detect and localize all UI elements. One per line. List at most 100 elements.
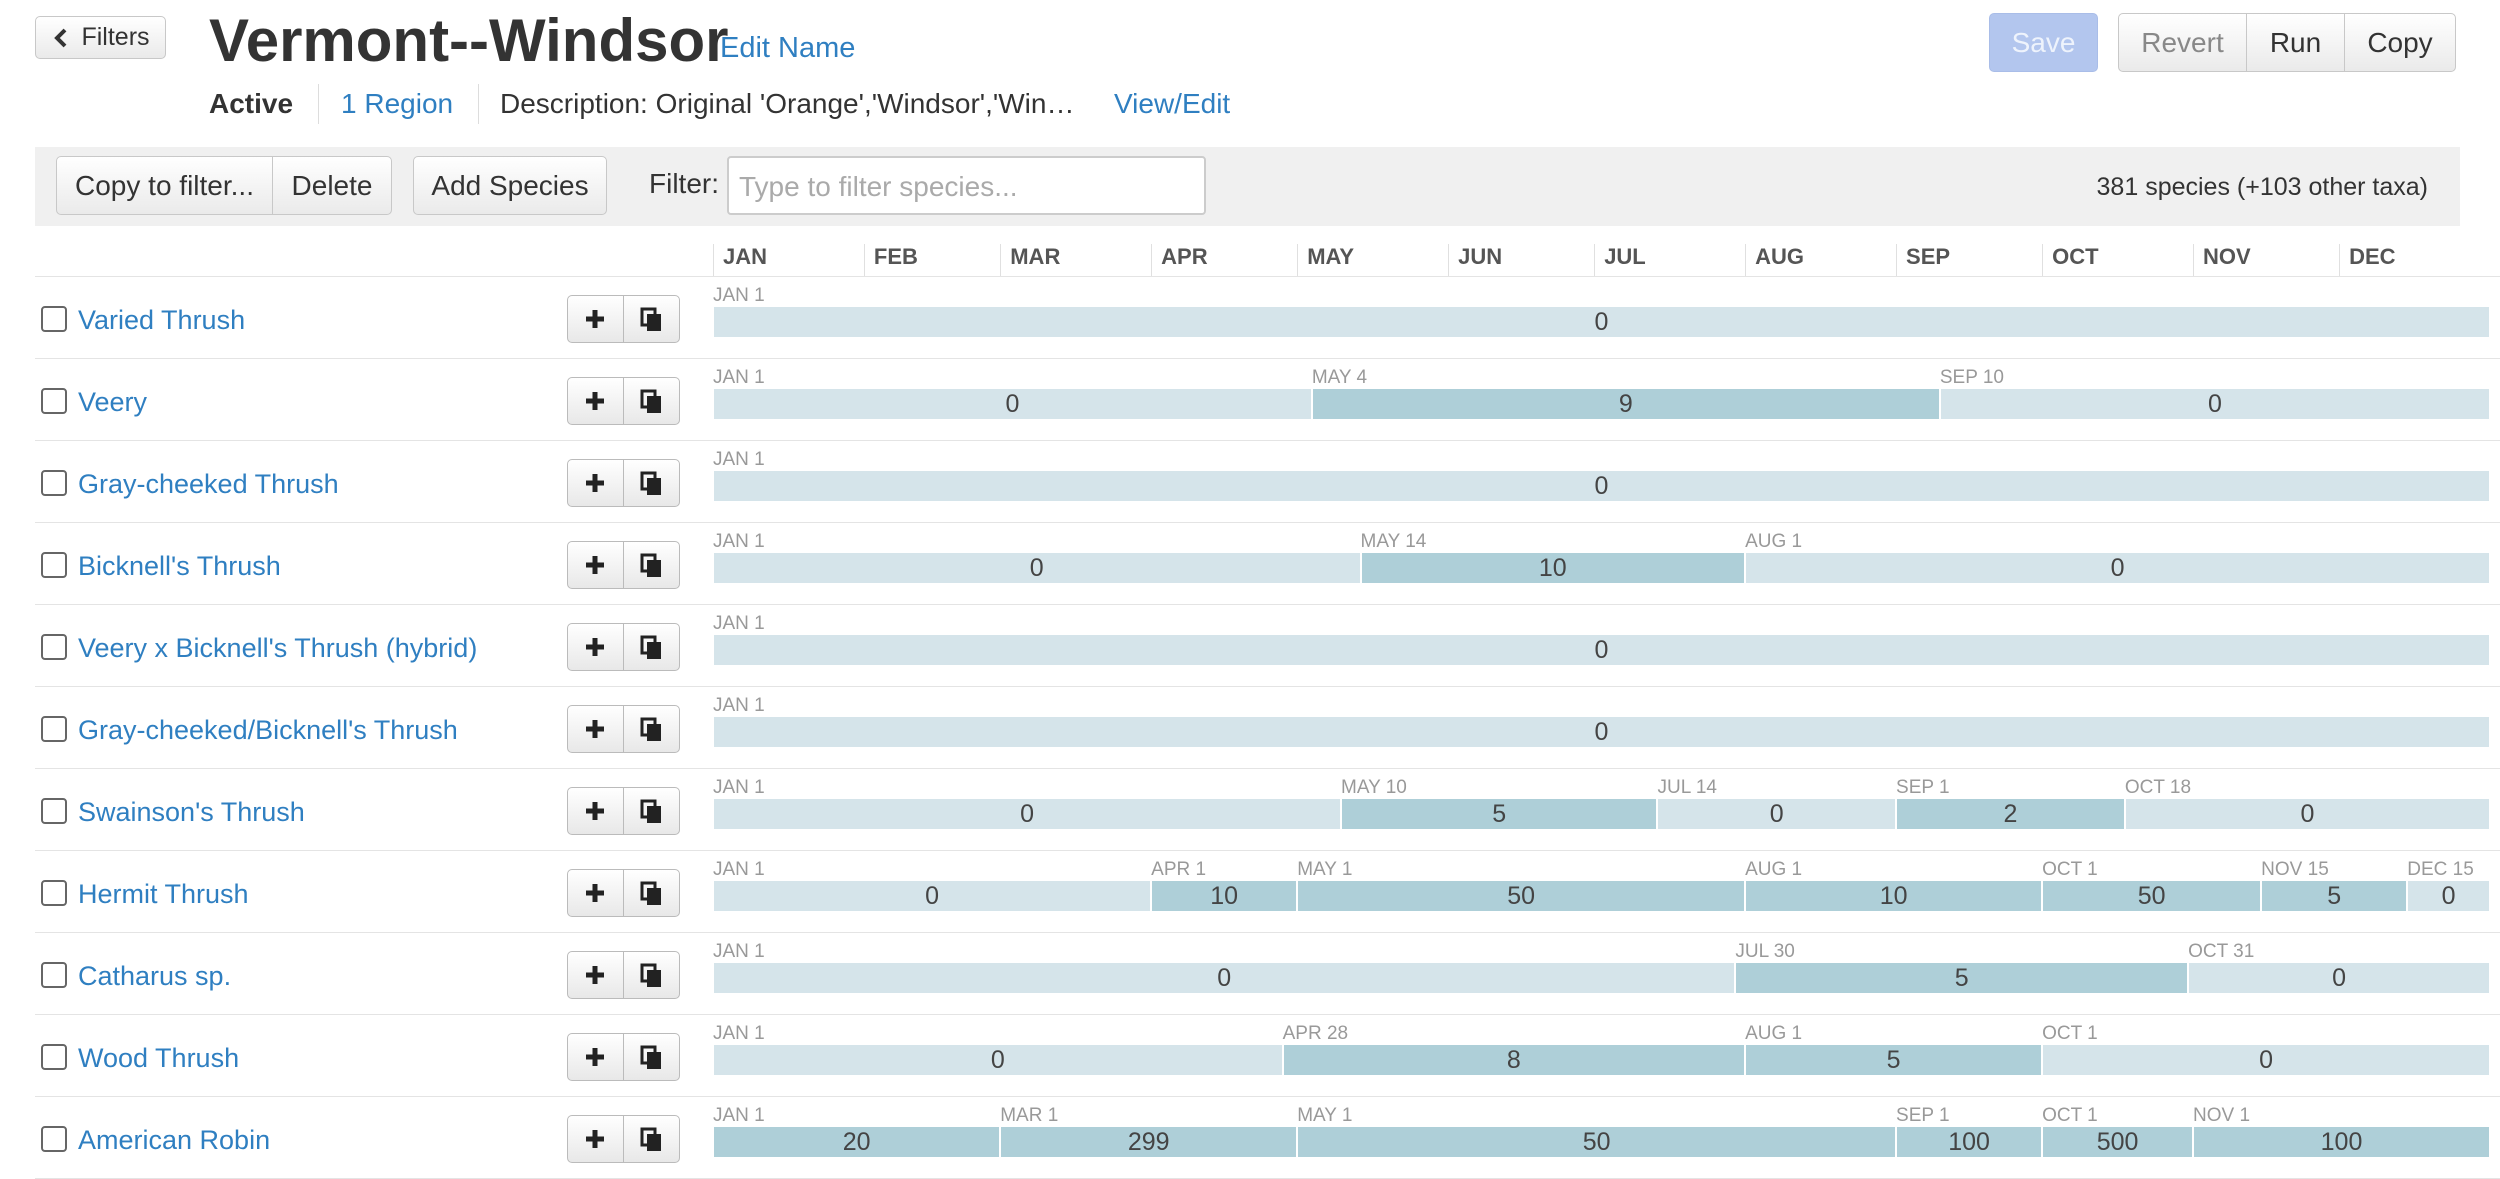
copy-button[interactable] xyxy=(623,623,680,671)
copy-icon xyxy=(640,553,661,577)
copy-button[interactable] xyxy=(623,951,680,999)
checkbox[interactable] xyxy=(41,634,67,660)
month-divider xyxy=(1000,244,1002,276)
period-start-date: SEP 1 xyxy=(1896,777,1950,798)
copy-button[interactable] xyxy=(623,787,680,835)
checkbox[interactable] xyxy=(41,552,67,578)
checkbox[interactable] xyxy=(41,1126,67,1152)
add-button[interactable] xyxy=(567,705,624,753)
add-button[interactable] xyxy=(567,377,624,425)
plus-icon xyxy=(586,720,604,738)
filter-input[interactable]: Type to filter species... xyxy=(727,156,1206,215)
filters-button[interactable]: Filters xyxy=(35,16,166,59)
header-rule xyxy=(35,276,2500,277)
species-name[interactable]: Catharus sp. xyxy=(78,961,232,991)
revert-button[interactable]: Revert xyxy=(2118,13,2247,72)
checkbox[interactable] xyxy=(41,716,67,742)
add-button[interactable] xyxy=(567,295,624,343)
add-button[interactable] xyxy=(567,787,624,835)
add-button[interactable] xyxy=(567,1033,624,1081)
species-name[interactable]: American Robin xyxy=(78,1125,271,1155)
checkbox[interactable] xyxy=(41,470,67,496)
copy-button[interactable] xyxy=(623,705,680,753)
period-start-date: JAN 1 xyxy=(713,859,765,880)
species-row: Swainson's Thrush xyxy=(35,769,2500,851)
copy-button[interactable]: Copy xyxy=(2344,13,2456,72)
period-start-date: MAR 1 xyxy=(1000,1105,1059,1126)
region-link[interactable]: 1 Region xyxy=(341,88,454,119)
period-start-date: OCT 1 xyxy=(2042,1105,2098,1126)
checkbox[interactable] xyxy=(41,880,67,906)
period-bar: 10 xyxy=(1361,553,1745,583)
period-start-date: MAY 4 xyxy=(1311,367,1368,388)
species-name[interactable]: Swainson's Thrush xyxy=(78,797,305,827)
period-bar: 0 xyxy=(714,635,2489,665)
period-count: 0 xyxy=(1594,635,1609,664)
copy-button[interactable] xyxy=(623,295,680,343)
species-name[interactable]: Hermit Thrush xyxy=(78,879,249,909)
copy-button[interactable] xyxy=(623,1115,680,1163)
period-bar: 0 xyxy=(714,799,1341,829)
species-name[interactable]: Gray-cheeked/Bicknell's Thrush xyxy=(78,715,458,745)
period-start-date: JAN 1 xyxy=(713,449,765,470)
period-start-date: JAN 1 xyxy=(713,1023,765,1044)
add-species-button[interactable]: Add Species xyxy=(413,156,607,215)
copy-button[interactable] xyxy=(623,459,680,507)
species-name[interactable]: Bicknell's Thrush xyxy=(78,551,281,581)
period-count: 0 xyxy=(2207,389,2222,418)
species-name[interactable]: Veery xyxy=(78,387,148,417)
copy-button[interactable] xyxy=(623,869,680,917)
species-name[interactable]: Veery x Bicknell's Thrush (hybrid) xyxy=(78,633,478,663)
copy-icon xyxy=(640,1045,661,1069)
copy-to-filter-button[interactable]: Copy to filter... xyxy=(56,156,273,215)
checkbox[interactable] xyxy=(41,798,67,824)
period-bar: 0 xyxy=(2189,963,2489,993)
species-name[interactable]: Varied Thrush xyxy=(78,305,246,335)
month-label: SEP xyxy=(1906,244,1951,269)
checkbox[interactable] xyxy=(41,962,67,988)
period-count: 100 xyxy=(1948,1127,1990,1156)
title: Vermont--Windsor xyxy=(209,7,729,74)
copy-icon xyxy=(640,471,661,495)
plus-icon xyxy=(586,966,604,984)
add-button[interactable] xyxy=(567,951,624,999)
period-count: 0 xyxy=(1217,963,1232,992)
add-button[interactable] xyxy=(567,1115,624,1163)
month-label: FEB xyxy=(873,244,918,269)
edit-name-link[interactable]: Edit Name xyxy=(720,32,856,64)
period-count: 0 xyxy=(1029,553,1044,582)
period-bar: 5 xyxy=(1736,963,2188,993)
copy-button[interactable] xyxy=(623,377,680,425)
add-button[interactable] xyxy=(567,869,624,917)
save-button[interactable]: Save xyxy=(1989,13,2098,72)
copy-button[interactable] xyxy=(623,541,680,589)
period-start-date: SEP 1 xyxy=(1896,1105,1950,1126)
checkbox[interactable] xyxy=(41,388,67,414)
species-row: Varied Thrush xyxy=(35,277,2500,359)
month-divider xyxy=(2193,244,2195,276)
copy-icon xyxy=(640,881,661,905)
period-bar: 0 xyxy=(714,717,2489,747)
delete-button[interactable]: Delete xyxy=(272,156,392,215)
plus-icon xyxy=(586,392,604,410)
period-bar: 5 xyxy=(1746,1045,2042,1075)
plus-icon xyxy=(586,884,604,902)
checkbox[interactable] xyxy=(41,1044,67,1070)
period-bar: 20 xyxy=(714,1127,1000,1157)
add-button[interactable] xyxy=(567,623,624,671)
add-button[interactable] xyxy=(567,541,624,589)
species-name[interactable]: Gray-cheeked Thrush xyxy=(78,469,339,499)
add-button[interactable] xyxy=(567,459,624,507)
copy-button[interactable] xyxy=(623,1033,680,1081)
species-row: Veery xyxy=(35,359,2500,441)
plus-icon xyxy=(586,310,604,328)
run-button[interactable]: Run xyxy=(2246,13,2345,72)
checkbox[interactable] xyxy=(41,306,67,332)
species-name[interactable]: Wood Thrush xyxy=(78,1043,240,1073)
period-start-date: JUL 14 xyxy=(1657,777,1717,798)
view-edit-link[interactable]: View/Edit xyxy=(1114,88,1231,119)
copy-icon xyxy=(640,635,661,659)
species-count: 381 species (+103 other taxa) xyxy=(2096,173,2428,201)
period-start-date: OCT 31 xyxy=(2188,941,2255,962)
